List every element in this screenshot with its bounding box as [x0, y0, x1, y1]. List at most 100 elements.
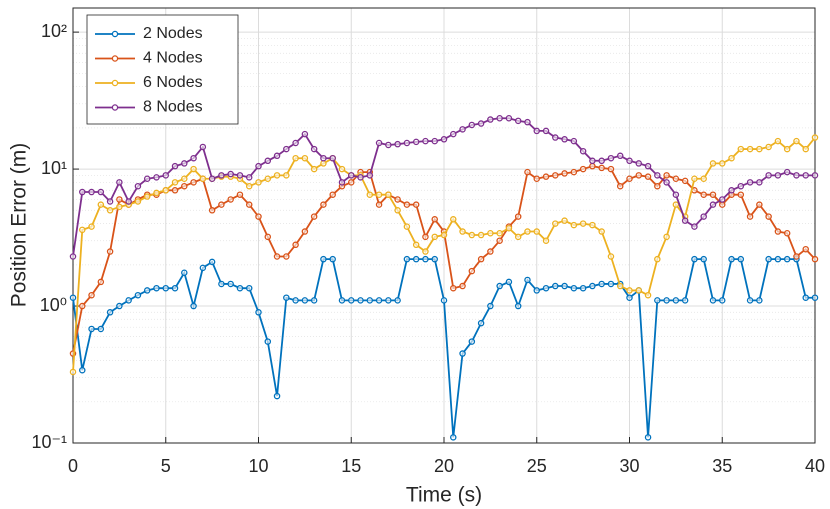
data-point — [477, 231, 485, 239]
data-point — [245, 174, 253, 181]
data-point — [654, 255, 661, 263]
data-point — [579, 284, 587, 292]
data-point — [700, 191, 707, 198]
data-point — [477, 120, 485, 127]
data-point — [793, 253, 800, 260]
data-point — [598, 228, 605, 235]
data-point — [153, 174, 160, 181]
data-point — [116, 203, 123, 211]
data-point — [236, 284, 244, 292]
data-point — [533, 228, 541, 235]
data-point — [524, 276, 531, 284]
data-point — [514, 302, 522, 310]
data-point — [459, 282, 466, 290]
axes-box — [72, 7, 816, 444]
data-point — [496, 229, 503, 237]
data-point — [635, 287, 643, 294]
data-point — [88, 325, 95, 333]
data-point — [793, 172, 800, 179]
data-point — [756, 297, 763, 304]
data-point — [468, 231, 476, 239]
data-point — [264, 157, 272, 165]
legend-marker — [111, 55, 119, 62]
data-point — [728, 154, 735, 162]
data-point — [616, 152, 624, 160]
data-point — [719, 297, 726, 304]
data-point — [533, 287, 541, 294]
data-point — [190, 302, 197, 310]
data-point — [301, 297, 309, 304]
data-point — [793, 137, 800, 145]
x-tick-label: 0 — [68, 456, 78, 476]
data-point — [765, 255, 772, 263]
data-point — [626, 294, 633, 301]
data-point — [181, 269, 188, 277]
data-point — [663, 179, 670, 186]
data-point — [310, 165, 318, 173]
data-point — [320, 201, 327, 208]
data-point — [181, 160, 188, 167]
data-point — [208, 258, 216, 266]
data-point — [329, 191, 336, 198]
data-point — [756, 201, 763, 208]
data-point — [292, 297, 299, 304]
data-point — [88, 291, 95, 299]
data-point — [255, 213, 262, 220]
data-point — [116, 196, 123, 203]
data-point — [199, 175, 207, 182]
data-point — [88, 188, 95, 196]
legend-marker — [111, 30, 119, 38]
data-point — [533, 127, 541, 135]
data-point — [162, 187, 169, 194]
data-point — [644, 162, 652, 170]
data-point — [635, 160, 643, 167]
data-point — [570, 137, 578, 145]
legend-marker — [111, 79, 119, 87]
data-point — [691, 223, 698, 230]
data-point — [375, 191, 383, 198]
data-point — [663, 172, 670, 179]
data-point — [811, 172, 819, 179]
data-point — [171, 187, 179, 194]
data-point — [561, 170, 568, 177]
data-point — [310, 213, 318, 220]
data-point — [756, 179, 763, 186]
data-point — [811, 255, 819, 263]
data-point — [728, 255, 735, 263]
data-point — [570, 221, 578, 229]
data-point — [774, 255, 782, 263]
data-point — [579, 147, 587, 155]
data-point — [783, 255, 791, 263]
data-point — [607, 280, 615, 288]
data-point — [746, 213, 754, 220]
data-point — [589, 282, 596, 290]
legend: 2 Nodes 4 Nodes 6 Nodes 8 Nodes — [86, 14, 239, 125]
data-point — [440, 297, 448, 304]
data-point — [227, 280, 234, 288]
data-point — [394, 207, 401, 214]
data-point — [301, 130, 309, 138]
data-point — [79, 188, 86, 196]
data-point — [626, 287, 633, 294]
data-point — [329, 255, 336, 263]
legend-label: 8 Nodes — [143, 99, 203, 116]
data-point — [171, 284, 179, 292]
data-point — [765, 213, 772, 220]
data-point — [283, 294, 290, 301]
data-point — [375, 201, 383, 208]
data-point — [190, 179, 197, 186]
data-point — [450, 284, 457, 292]
data-point — [598, 280, 605, 288]
data-point — [635, 172, 643, 179]
data-point — [524, 228, 531, 235]
data-point — [607, 165, 615, 173]
data-point — [208, 207, 216, 214]
data-point — [654, 172, 661, 179]
x-tick-label: 30 — [619, 456, 639, 476]
data-point — [97, 325, 105, 333]
data-point — [69, 253, 77, 260]
data-point — [162, 284, 169, 292]
data-point — [589, 221, 596, 229]
data-point — [264, 175, 272, 182]
